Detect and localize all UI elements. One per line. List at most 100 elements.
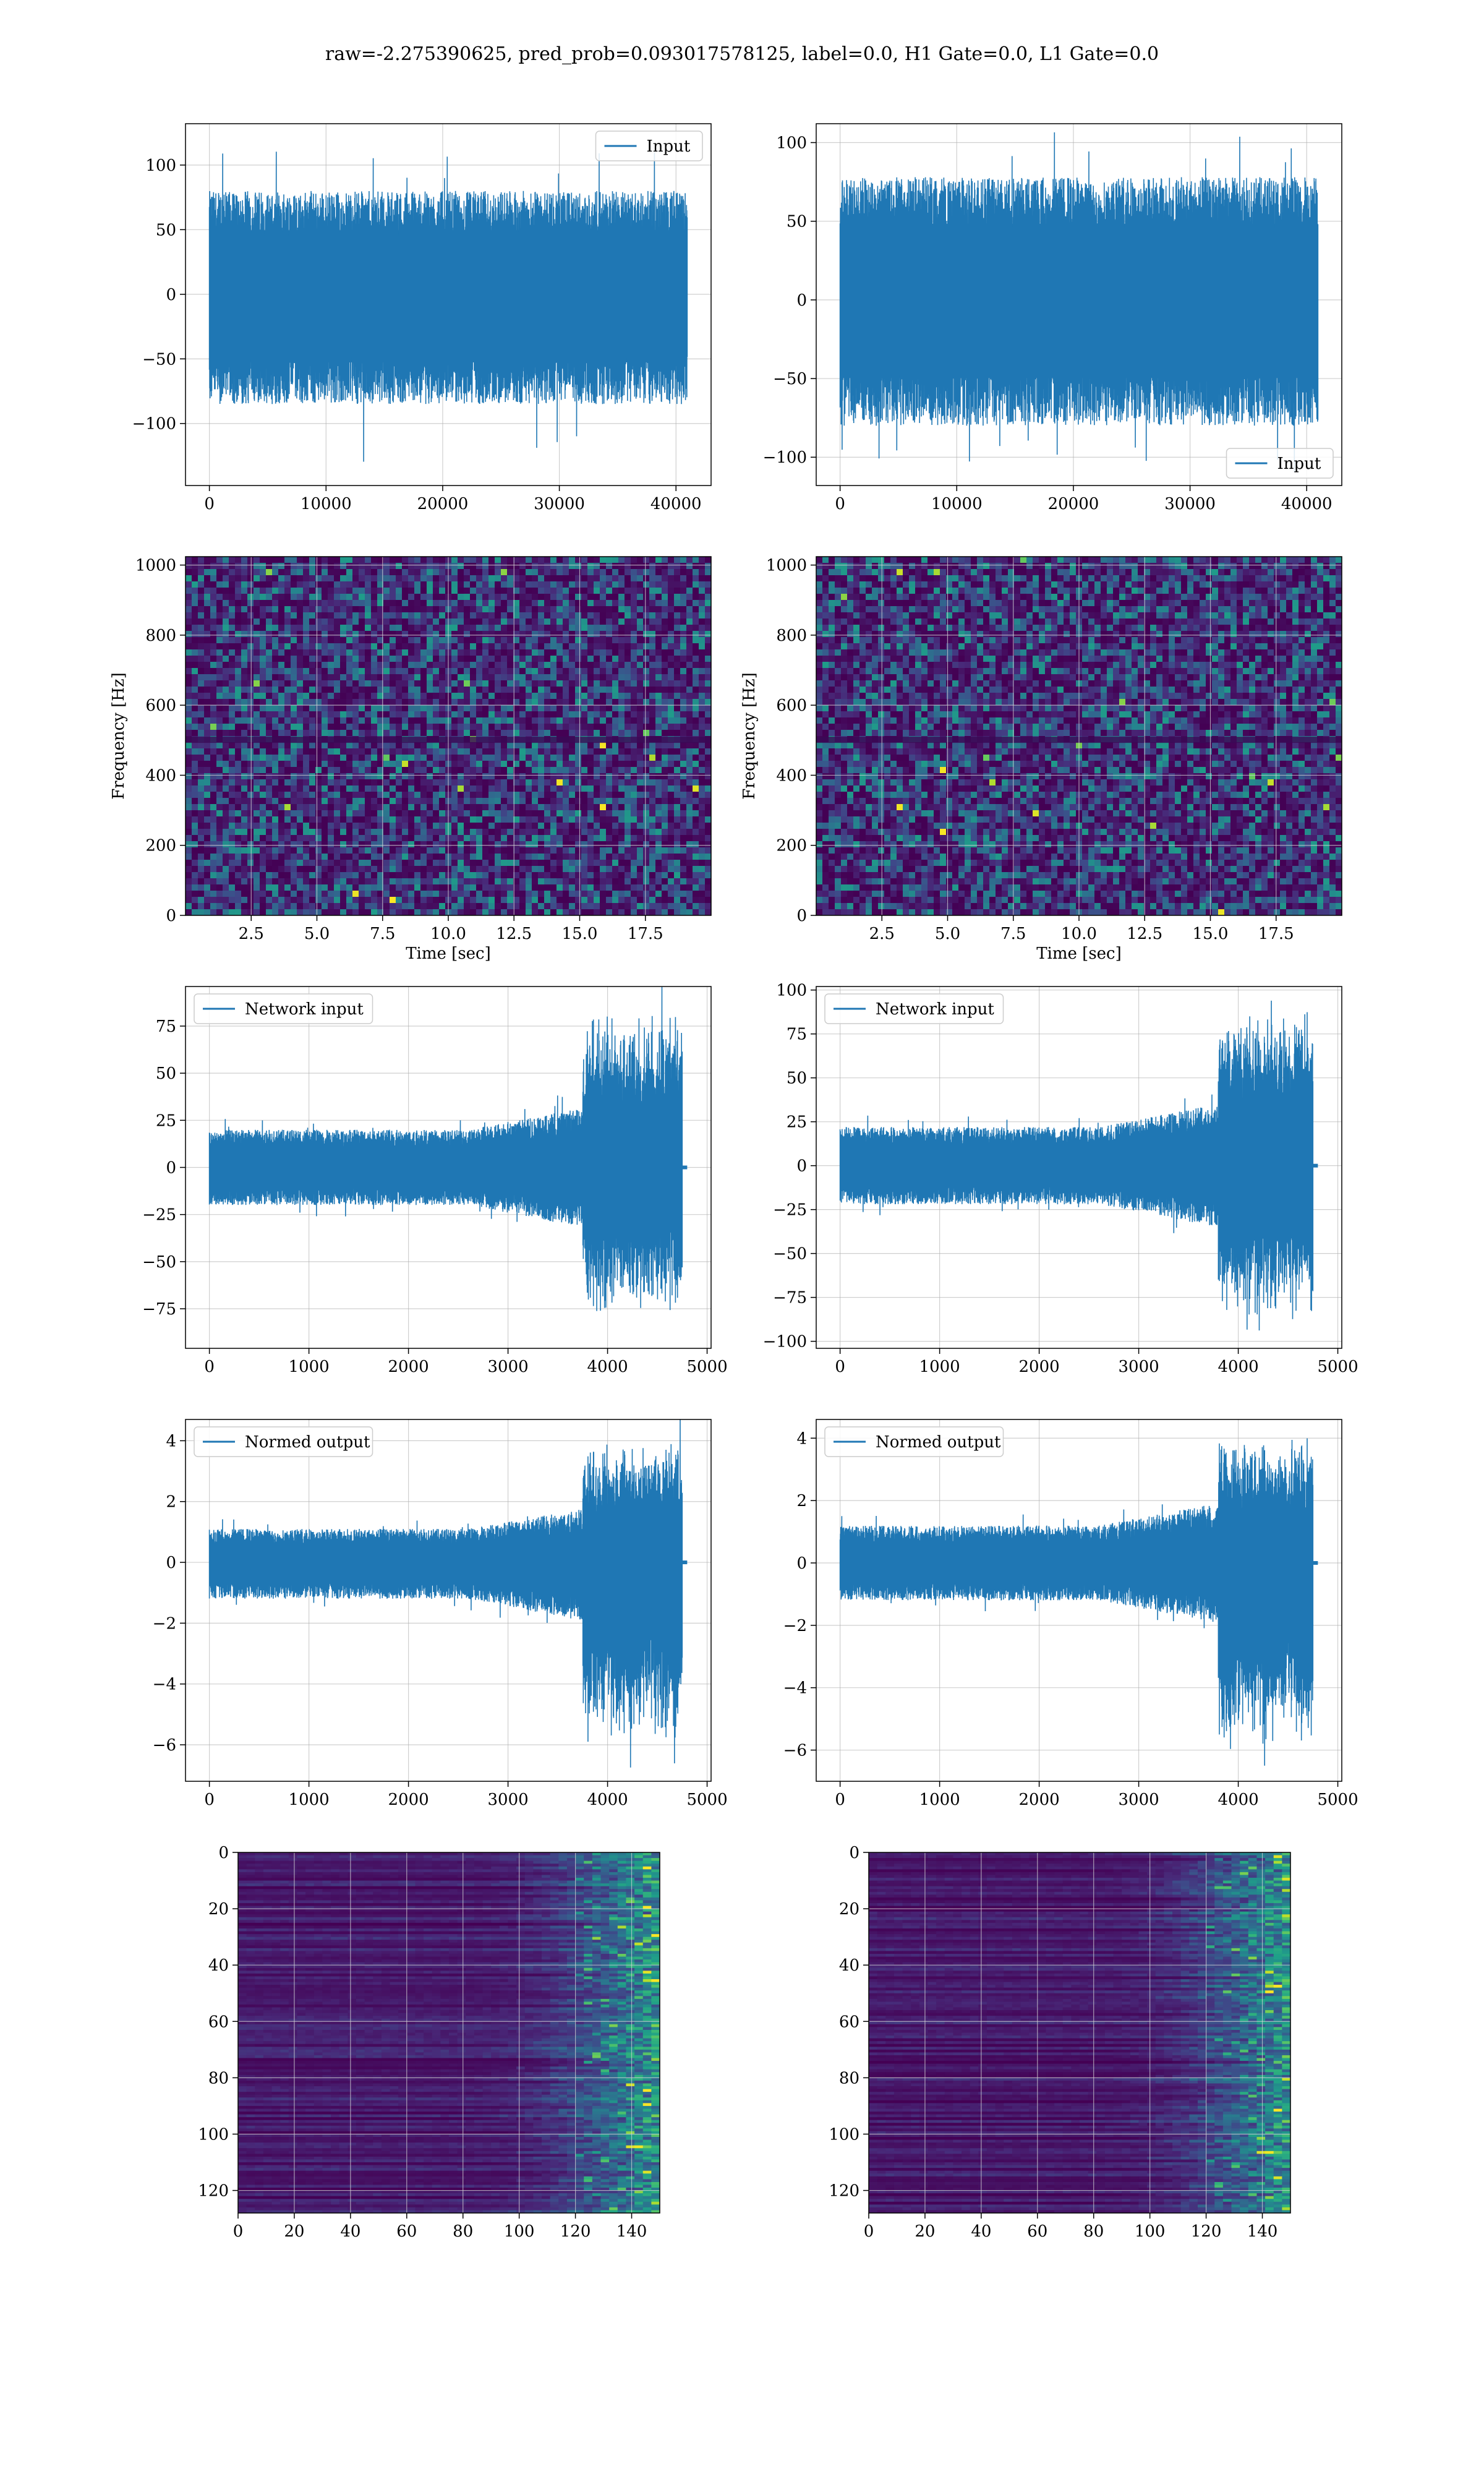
heatmap-cell	[680, 680, 687, 687]
heatmap-cell	[451, 909, 458, 915]
heatmap-cell	[569, 854, 576, 860]
heatmap-cell	[451, 897, 458, 904]
heatmap-cell	[464, 748, 471, 755]
heatmap-cell	[643, 755, 650, 761]
heatmap-cell	[414, 717, 421, 724]
heatmap-cell	[408, 631, 415, 638]
heatmap-cell	[464, 631, 471, 638]
heatmap-cell	[229, 637, 236, 644]
heatmap-cell	[451, 866, 458, 873]
heatmap-cell	[396, 761, 403, 768]
heatmap-cell	[186, 761, 192, 768]
heatmap-cell	[346, 730, 353, 737]
heatmap-cell	[563, 742, 569, 749]
heatmap-cell	[686, 618, 693, 625]
heatmap-cell	[662, 798, 668, 805]
heatmap-cell	[414, 841, 421, 848]
tick-label-y: −100	[132, 415, 176, 434]
heatmap-cell	[254, 804, 260, 811]
heatmap-cell	[235, 612, 242, 619]
heatmap-cell	[334, 767, 341, 774]
heatmap-cell	[538, 773, 545, 780]
heatmap-cell	[674, 829, 681, 836]
heatmap-cell	[600, 755, 607, 761]
heatmap-cell	[705, 705, 711, 712]
heatmap-cell	[315, 711, 322, 718]
heatmap-cell	[433, 866, 440, 873]
heatmap-cell	[402, 680, 409, 687]
heatmap-cell	[668, 563, 675, 570]
heatmap-cell	[359, 649, 365, 656]
heatmap-cell	[532, 643, 539, 650]
heatmap-cell	[637, 755, 644, 761]
heatmap-cell	[414, 606, 421, 613]
heatmap-cell	[674, 755, 681, 761]
heatmap-cell	[278, 742, 285, 749]
heatmap-cell	[192, 680, 198, 687]
heatmap-cell	[513, 897, 520, 904]
heatmap-cell	[458, 835, 464, 842]
heatmap-cell	[433, 594, 440, 601]
heatmap-cell	[346, 829, 353, 836]
heatmap-cell	[606, 755, 613, 761]
heatmap-cell	[631, 588, 638, 594]
heatmap-cell	[587, 804, 594, 811]
heatmap-cell	[674, 823, 681, 829]
heatmap-cell	[501, 693, 508, 700]
heatmap-cell	[315, 891, 322, 897]
heatmap-cell	[606, 724, 613, 730]
heatmap-cell	[674, 884, 681, 891]
heatmap-cell	[402, 742, 409, 749]
heatmap-cell	[693, 841, 699, 848]
heatmap-cell	[693, 847, 699, 854]
heatmap-cell	[254, 557, 260, 563]
heatmap-cell	[606, 847, 613, 854]
heatmap-cell	[458, 798, 464, 805]
heatmap-cell	[587, 841, 594, 848]
heatmap-cell	[476, 810, 483, 817]
heatmap-cell	[606, 649, 613, 656]
heatmap-cell	[297, 668, 304, 675]
heatmap-cell	[476, 724, 483, 730]
heatmap-cell	[433, 656, 440, 662]
heatmap-cell	[260, 785, 267, 792]
heatmap-cell	[309, 569, 316, 576]
heatmap-cell	[563, 662, 569, 669]
heatmap-cell	[631, 575, 638, 582]
heatmap-cell	[451, 612, 458, 619]
heatmap-cell	[278, 649, 285, 656]
heatmap-cell	[686, 717, 693, 724]
heatmap-cell	[643, 841, 650, 848]
heatmap-cell	[408, 872, 415, 879]
heatmap-cell	[655, 773, 662, 780]
heatmap-cell	[216, 816, 223, 823]
heatmap-cell	[198, 674, 205, 681]
heatmap-cell	[507, 569, 514, 576]
heatmap-cell	[390, 847, 396, 854]
heatmap-cell	[408, 891, 415, 897]
heatmap-cell	[631, 792, 638, 798]
heatmap-cell	[408, 569, 415, 576]
heatmap-cell	[532, 618, 539, 625]
heatmap-cell	[322, 761, 328, 768]
heatmap-cell	[340, 588, 347, 594]
heatmap-cell	[649, 618, 656, 625]
heatmap-cell	[309, 674, 316, 681]
heatmap-cell	[526, 687, 532, 693]
heatmap-cell	[340, 717, 347, 724]
heatmap-cell	[612, 823, 619, 829]
heatmap-cell	[618, 810, 625, 817]
heatmap-cell	[254, 767, 260, 774]
heatmap-cell	[581, 798, 588, 805]
heatmap-cell	[488, 674, 495, 681]
heatmap-cell	[575, 897, 582, 904]
heatmap-cell	[556, 643, 563, 650]
heatmap-cell	[254, 841, 260, 848]
heatmap-cell	[371, 643, 378, 650]
heatmap-cell	[229, 841, 236, 848]
heatmap-cell	[699, 631, 706, 638]
heatmap-cell	[482, 798, 489, 805]
heatmap-cell	[563, 767, 569, 774]
heatmap-cell	[427, 662, 433, 669]
heatmap-cell	[365, 711, 372, 718]
